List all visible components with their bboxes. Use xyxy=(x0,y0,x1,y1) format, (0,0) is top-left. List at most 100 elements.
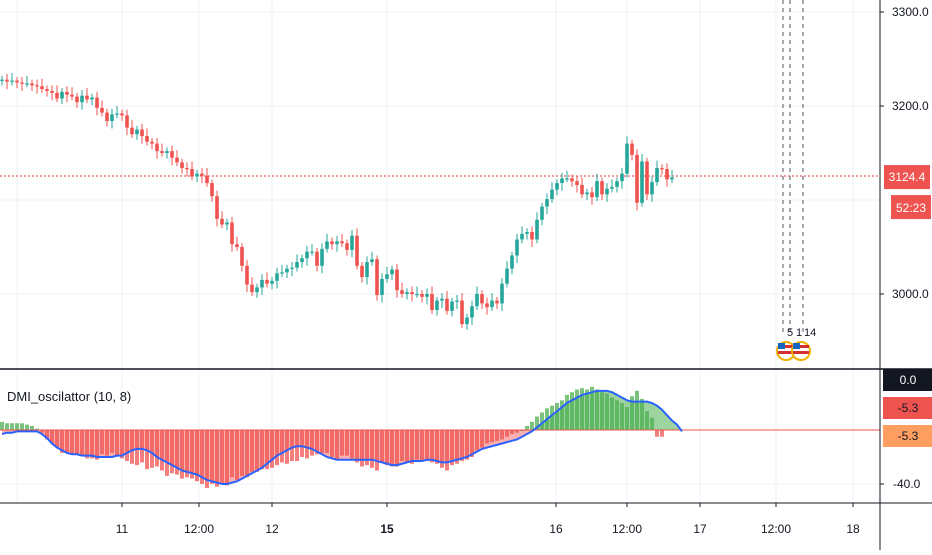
candle-down xyxy=(70,94,74,97)
oscillator-line xyxy=(1,389,683,485)
histogram-bar-negative xyxy=(425,430,429,462)
candle-down xyxy=(240,247,244,266)
candle-up xyxy=(255,287,259,293)
histogram-bar-negative xyxy=(340,430,344,456)
histogram-bar-positive xyxy=(575,389,579,430)
candle-up xyxy=(560,178,564,184)
histogram-bar-positive xyxy=(635,390,639,430)
candle-down xyxy=(250,284,254,293)
candle-down xyxy=(635,154,639,203)
candle-up xyxy=(450,301,454,311)
candle-up xyxy=(565,178,569,180)
histogram-bar-negative xyxy=(315,430,319,455)
histogram-bar-negative xyxy=(270,430,274,468)
histogram-bar-negative xyxy=(125,430,129,462)
histogram-bar-positive xyxy=(620,403,624,430)
indicator-value-label: -5.3 xyxy=(898,429,919,443)
histogram-bar-negative xyxy=(85,430,89,459)
candle-up xyxy=(505,268,509,284)
histogram-bar-positive xyxy=(540,412,544,430)
candle-down xyxy=(360,265,364,278)
histogram-bar-negative xyxy=(660,430,664,437)
us-flag-icon[interactable] xyxy=(776,341,796,361)
price-axis[interactable]: 3300.0 3200.0 3000.0 3124.4 52:23 xyxy=(880,5,931,301)
indicator-value-badge xyxy=(883,369,932,391)
candle-down xyxy=(50,90,54,93)
histogram-bar-positive xyxy=(10,423,14,430)
candle-up xyxy=(280,272,284,274)
histogram-bar-negative xyxy=(380,430,384,463)
oscillator-line-series[interactable] xyxy=(1,389,683,485)
histogram-bar-negative xyxy=(175,430,179,475)
histogram-bar-negative xyxy=(445,430,449,471)
candle-up xyxy=(325,241,329,249)
histogram-bar-negative xyxy=(280,430,284,463)
economic-events[interactable]: 5 1 14 xyxy=(776,0,816,361)
candle-down xyxy=(100,107,104,113)
histogram-bar-negative xyxy=(100,430,104,455)
candle-up xyxy=(595,181,599,198)
indicator-value-label: 0.0 xyxy=(900,373,917,387)
histogram-bar-negative xyxy=(505,430,509,437)
histogram-bar-positive xyxy=(555,403,559,430)
histogram-bar-negative xyxy=(330,430,334,457)
indicator-tick-label: -40.0 xyxy=(893,477,921,491)
histogram-bar-negative xyxy=(105,430,109,456)
candle-down xyxy=(185,168,189,170)
candle-up xyxy=(270,280,274,284)
histogram-bar-positive xyxy=(525,425,529,430)
candle-up xyxy=(195,173,199,177)
candlestick-series[interactable] xyxy=(0,73,674,330)
us-flag-icon[interactable] xyxy=(791,341,811,361)
time-axis[interactable]: 11 12:00 12 15 16 12:00 17 12:00 18 xyxy=(116,503,860,536)
histogram-bar-negative xyxy=(470,430,474,457)
histogram-bar-positive xyxy=(610,397,614,430)
histogram-bar-negative xyxy=(320,430,324,453)
histogram-bar-positive xyxy=(625,407,629,430)
histogram-bar-negative xyxy=(390,430,394,467)
candle-up xyxy=(470,306,474,318)
candle-up xyxy=(515,239,519,256)
candle-down xyxy=(645,161,649,195)
histogram-bar-negative xyxy=(160,430,164,471)
candle-up xyxy=(550,189,554,200)
candle-up xyxy=(225,222,229,225)
candle-up xyxy=(290,267,294,269)
candle-up xyxy=(385,274,389,279)
indicator-value-label: -5.3 xyxy=(898,401,919,415)
histogram-bar-negative xyxy=(65,430,69,453)
candle-up xyxy=(610,186,614,189)
histogram-bar-negative xyxy=(370,430,374,468)
candle-up xyxy=(335,241,339,245)
histogram-bar-negative xyxy=(60,430,64,453)
indicator-legend[interactable]: DMI_oscilattor (10, 8) xyxy=(7,389,131,404)
histogram-bar-negative xyxy=(245,430,249,478)
candle-down xyxy=(15,80,19,83)
histogram-bar-negative xyxy=(515,430,519,433)
candle-up xyxy=(620,173,624,182)
candle-up xyxy=(110,114,114,122)
histogram-bar-negative xyxy=(360,430,364,467)
histogram-bar-negative xyxy=(140,430,144,463)
histogram-bar-negative xyxy=(655,430,659,437)
oscillator-histogram[interactable] xyxy=(0,386,880,489)
candle-down xyxy=(55,92,59,99)
candle-up xyxy=(275,273,279,281)
candle-down xyxy=(580,184,584,195)
histogram-bar-positive xyxy=(5,423,9,430)
histogram-bar-negative xyxy=(195,430,199,482)
histogram-bar-positive xyxy=(630,396,634,430)
indicator-axis[interactable]: -40.0 0.0 -5.3 -5.3 xyxy=(880,369,932,491)
histogram-bar-negative xyxy=(240,430,244,476)
event-count-label: 14 xyxy=(804,327,816,339)
candle-down xyxy=(230,222,234,245)
candle-down xyxy=(155,143,159,152)
histogram-bar-negative xyxy=(300,430,304,457)
candle-up xyxy=(545,199,549,207)
candle-down xyxy=(200,173,204,176)
candle-down xyxy=(75,96,79,103)
candle-down xyxy=(430,294,434,310)
histogram-bar-negative xyxy=(460,430,464,462)
